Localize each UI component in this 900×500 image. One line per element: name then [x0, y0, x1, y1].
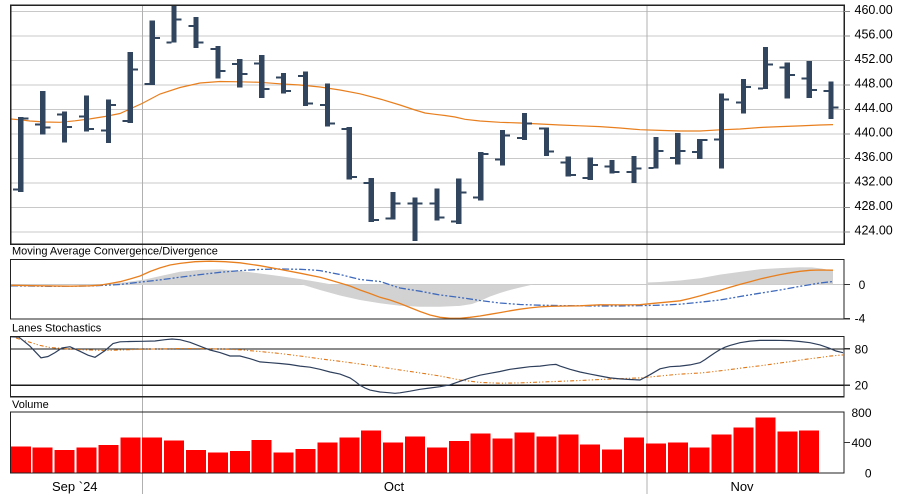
- svg-text:436.00: 436.00: [855, 150, 893, 164]
- svg-text:Oct: Oct: [384, 479, 405, 494]
- svg-text:Nov: Nov: [730, 479, 754, 494]
- svg-text:440.00: 440.00: [855, 126, 893, 140]
- svg-text:Lanes Stochastics: Lanes Stochastics: [12, 322, 102, 334]
- svg-text:456.00: 456.00: [855, 28, 893, 42]
- svg-text:432.00: 432.00: [855, 175, 893, 189]
- svg-text:428.00: 428.00: [855, 199, 893, 213]
- svg-text:452.00: 452.00: [855, 52, 893, 66]
- svg-text:0: 0: [859, 278, 866, 292]
- svg-text:Sep `24: Sep `24: [52, 479, 98, 494]
- svg-text:424.00: 424.00: [855, 224, 893, 238]
- svg-text:Volume: Volume: [12, 399, 49, 411]
- svg-text:448.00: 448.00: [855, 77, 893, 91]
- svg-text:400: 400: [851, 436, 871, 450]
- svg-text:460.00: 460.00: [855, 3, 893, 17]
- svg-text:20: 20: [855, 379, 869, 393]
- svg-text:800: 800: [851, 406, 871, 420]
- svg-text:0: 0: [865, 466, 872, 480]
- svg-text:80: 80: [855, 342, 869, 356]
- svg-text:444.00: 444.00: [855, 101, 893, 115]
- svg-text:Moving Average Convergence/Div: Moving Average Convergence/Divergence: [12, 246, 218, 258]
- svg-text:-4: -4: [855, 312, 866, 326]
